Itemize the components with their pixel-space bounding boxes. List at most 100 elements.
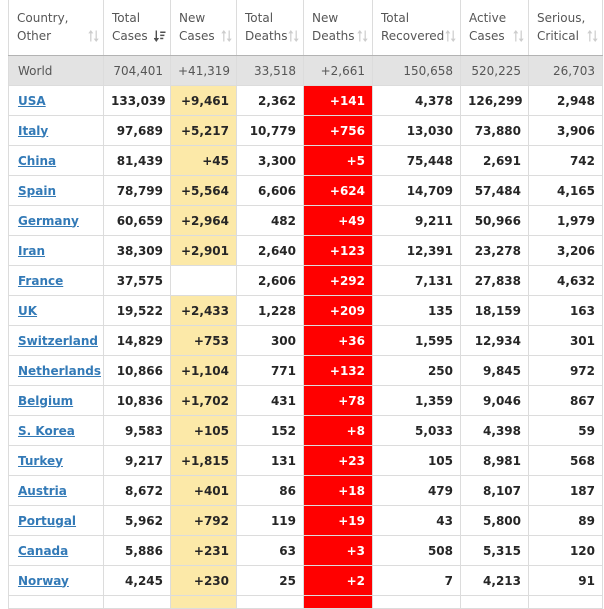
table-row: Switzerland 14,829 +753 300 +36 1,595 12… xyxy=(8,325,603,356)
cell-active-cases: 23,278 xyxy=(460,235,529,266)
table-row: Netherlands 10,866 +1,104 771 +132 250 9… xyxy=(8,355,603,386)
cell-serious-critical: 4,632 xyxy=(528,265,603,296)
cell-new-cases: +230 xyxy=(170,565,237,596)
country-link[interactable]: China xyxy=(18,153,57,168)
cell-total-cases: 81,439 xyxy=(103,145,171,176)
cell-country: Netherlands xyxy=(8,355,104,386)
cell-new-cases: +9,461 xyxy=(170,85,237,116)
table-row: China 81,439 +45 3,300 +5 75,448 2,691 7… xyxy=(8,145,603,176)
cell-country xyxy=(8,595,104,609)
cell-new-deaths: +292 xyxy=(303,265,373,296)
cell-serious-critical: 867 xyxy=(528,385,603,416)
column-header-cases[interactable]: Active Cases xyxy=(460,0,529,56)
country-link[interactable]: S. Korea xyxy=(18,423,75,438)
cell-new-deaths xyxy=(303,595,373,609)
cell-total-cases: 19,522 xyxy=(103,295,171,326)
column-header-recovered[interactable]: Total Recovered xyxy=(372,0,461,56)
cell-active-cases: 57,484 xyxy=(460,175,529,206)
cell-total-recovered: 12,391 xyxy=(372,235,461,266)
cell-active-cases: 5,800 xyxy=(460,505,529,536)
country-link[interactable]: Switzerland xyxy=(18,333,98,348)
cell-total-cases: 5,962 xyxy=(103,505,171,536)
cell-total-deaths xyxy=(236,595,304,609)
country-link[interactable]: Iran xyxy=(18,243,46,258)
cell-new-cases: +45 xyxy=(170,145,237,176)
cell-active-cases: 9,046 xyxy=(460,385,529,416)
cell-total-recovered: 150,658 xyxy=(372,55,461,86)
cell-serious-critical: 2,948 xyxy=(528,85,603,116)
sort-descending-icon xyxy=(153,30,166,42)
country-link[interactable]: Netherlands xyxy=(18,363,102,378)
cell-total-recovered: 135 xyxy=(372,295,461,326)
cell-total-cases: 14,829 xyxy=(103,325,171,356)
cell-total-recovered: 14,709 xyxy=(372,175,461,206)
sort-updown-icon xyxy=(221,30,232,42)
cell-new-cases: +753 xyxy=(170,325,237,356)
cell-serious-critical: 301 xyxy=(528,325,603,356)
cell-total-recovered: 7,131 xyxy=(372,265,461,296)
country-link[interactable]: UK xyxy=(18,303,38,318)
column-header-other[interactable]: Country, Other xyxy=(8,0,104,56)
country-link[interactable]: Portugal xyxy=(18,513,77,528)
cell-new-cases: +5,564 xyxy=(170,175,237,206)
cell-new-cases: +5,217 xyxy=(170,115,237,146)
country-link[interactable]: Turkey xyxy=(18,453,63,468)
table-row: Spain 78,799 +5,564 6,606 +624 14,709 57… xyxy=(8,175,603,206)
column-header-cases[interactable]: Total Cases xyxy=(103,0,171,56)
cell-new-deaths: +209 xyxy=(303,295,373,326)
country-link[interactable]: Norway xyxy=(18,573,69,588)
cell-total-deaths: 3,300 xyxy=(236,145,304,176)
column-header-line1: Total xyxy=(381,10,410,25)
column-header-critical[interactable]: Serious, Critical xyxy=(528,0,603,56)
cell-total-deaths: 33,518 xyxy=(236,55,304,86)
cell-total-cases: 8,672 xyxy=(103,475,171,506)
cell-active-cases: 73,880 xyxy=(460,115,529,146)
cell-country: Germany xyxy=(8,205,104,236)
sort-updown-icon xyxy=(88,30,99,42)
country-link[interactable]: France xyxy=(18,273,64,288)
cell-serious-critical: 568 xyxy=(528,445,603,476)
cell-serious-critical: 742 xyxy=(528,145,603,176)
table-row: World 704,401 +41,319 33,518 +2,661 150,… xyxy=(8,55,603,86)
cell-new-cases: +401 xyxy=(170,475,237,506)
country-link[interactable]: Canada xyxy=(18,543,69,558)
cell-country: World xyxy=(8,55,104,86)
column-header-deaths[interactable]: New Deaths xyxy=(303,0,373,56)
cell-active-cases: 5,315 xyxy=(460,535,529,566)
cell-new-deaths: +624 xyxy=(303,175,373,206)
country-link[interactable]: Spain xyxy=(18,183,56,198)
cell-country: Canada xyxy=(8,535,104,566)
cell-new-cases: +231 xyxy=(170,535,237,566)
column-header-line2: Other xyxy=(17,28,52,43)
cell-total-deaths: 431 xyxy=(236,385,304,416)
cell-country: Switzerland xyxy=(8,325,104,356)
cell-total-cases: 37,575 xyxy=(103,265,171,296)
cell-total-cases: 78,799 xyxy=(103,175,171,206)
cell-new-cases xyxy=(170,595,237,609)
cell-country: Spain xyxy=(8,175,104,206)
country-link[interactable]: Italy xyxy=(18,123,49,138)
cell-new-deaths: +18 xyxy=(303,475,373,506)
cell-serious-critical: 3,906 xyxy=(528,115,603,146)
country-link[interactable]: Belgium xyxy=(18,393,74,408)
column-header-cases[interactable]: New Cases xyxy=(170,0,237,56)
cell-new-deaths: +756 xyxy=(303,115,373,146)
cell-new-cases: +2,901 xyxy=(170,235,237,266)
table-row: Italy 97,689 +5,217 10,779 +756 13,030 7… xyxy=(8,115,603,146)
cell-serious-critical: 3,206 xyxy=(528,235,603,266)
cell-total-recovered: 5,033 xyxy=(372,415,461,446)
table-row: S. Korea 9,583 +105 152 +8 5,033 4,398 5… xyxy=(8,415,603,446)
column-header-line2: Recovered xyxy=(381,28,445,43)
column-header-line1: Country, xyxy=(17,10,69,25)
column-header-line2: Critical xyxy=(537,28,579,43)
cell-new-deaths: +23 xyxy=(303,445,373,476)
cell-new-deaths: +2,661 xyxy=(303,55,373,86)
cell-new-deaths: +5 xyxy=(303,145,373,176)
country-link[interactable]: Germany xyxy=(18,213,79,228)
cell-serious-critical xyxy=(528,595,603,609)
country-link[interactable]: Austria xyxy=(18,483,67,498)
country-link[interactable]: USA xyxy=(18,93,46,108)
cell-total-deaths: 2,640 xyxy=(236,235,304,266)
column-header-deaths[interactable]: Total Deaths xyxy=(236,0,304,56)
cell-total-cases: 133,039 xyxy=(103,85,171,116)
